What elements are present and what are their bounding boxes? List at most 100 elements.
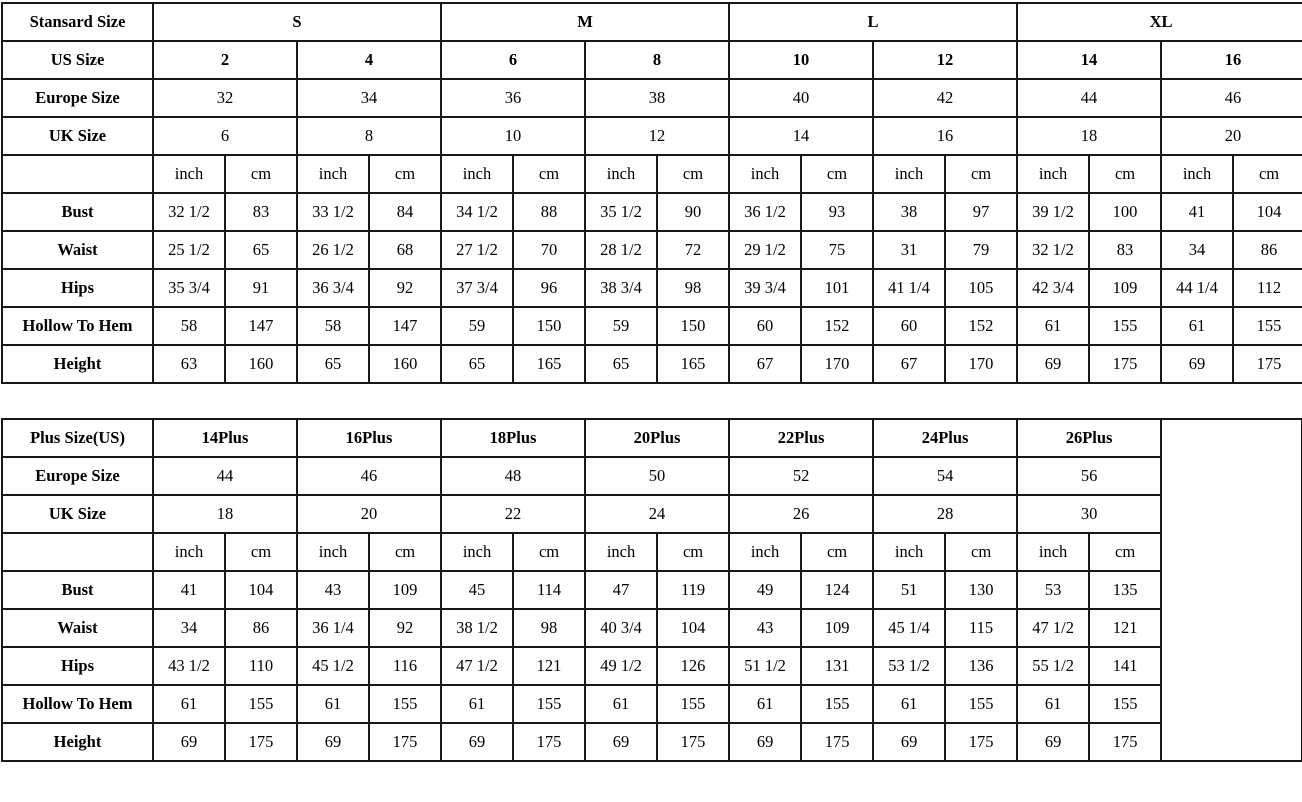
measure-cell: 91 <box>224 268 298 308</box>
unit-cell: cm <box>944 154 1019 194</box>
measure-cell: 65 <box>224 230 298 270</box>
measure-cell: 68 <box>368 230 442 270</box>
measure-cell: 104 <box>656 608 731 648</box>
measure-cell: 175 <box>1232 344 1302 384</box>
row-label: Bust <box>1 570 154 610</box>
size-header-cell: 22Plus <box>728 418 875 458</box>
measure-cell: 34 1/2 <box>440 192 514 232</box>
plain-header-cell: 38 <box>583 78 731 118</box>
unit-cell: cm <box>655 154 731 194</box>
size-header-cell: S <box>152 2 442 42</box>
unit-cell: cm <box>224 154 298 194</box>
plain-header-cell: 32 <box>152 78 298 118</box>
measure-cell: 104 <box>223 570 299 610</box>
measure-cell: 45 <box>440 570 515 610</box>
measure-cell: 41 <box>1160 192 1235 232</box>
measure-cell: 38 <box>872 192 947 232</box>
measure-cell: 175 <box>1088 722 1163 762</box>
table-row: Height 69 175 69 175 69 175 69 175 69 175 69 175 69 17… <box>1 722 1302 762</box>
measure-cell: 98 <box>655 268 731 308</box>
plain-header-cell: 54 <box>872 456 1019 496</box>
measure-cell: 38 3/4 <box>584 268 658 308</box>
measure-cell: 65 <box>296 344 370 384</box>
measure-cell: 42 3/4 <box>1016 268 1091 308</box>
measure-cell: 115 <box>944 608 1019 648</box>
measure-cell: 147 <box>368 306 442 346</box>
unit-cell: cm <box>512 532 587 572</box>
measure-cell: 92 <box>368 608 443 648</box>
unit-cell: inch <box>1016 532 1091 572</box>
measure-cell: 116 <box>368 646 443 686</box>
table-row: Stansard Size S M L XL <box>1 2 1302 42</box>
size-header-cell: 20Plus <box>584 418 731 458</box>
size-header-cell: 8 <box>583 40 731 80</box>
plain-header-cell: 16 <box>872 116 1019 156</box>
measure-cell: 69 <box>1160 344 1235 384</box>
table-row: inch cm inch cm inch cm inch cm inch cm inch cm inch… <box>1 532 1302 572</box>
size-header-cell: 24Plus <box>872 418 1019 458</box>
size-header-cell: L <box>728 2 1019 42</box>
table-row: Hips 35 3/4 91 36 3/4 92 37 3/4 96 38 3/4 98 39 3… <box>1 268 1302 308</box>
measure-cell: 43 <box>296 570 371 610</box>
plain-header-cell: 14 <box>728 116 875 156</box>
table-row: Hips 43 1/2 110 45 1/2 116 47 1/2 121 49 1/2 126… <box>1 646 1302 686</box>
plus-size-table: Plus Size(US) 14Plus 16Plus 18Plus 20Plus 22P… <box>1 418 1302 762</box>
measure-cell: 32 1/2 <box>152 192 226 232</box>
row-label: Bust <box>1 192 154 232</box>
measure-cell: 60 <box>872 306 947 346</box>
measure-cell: 112 <box>1232 268 1302 308</box>
measure-cell: 36 1/4 <box>296 608 371 648</box>
size-header-cell: 6 <box>440 40 586 80</box>
measure-cell: 109 <box>800 608 875 648</box>
table-gap <box>1 384 1301 418</box>
table-row: Waist 34 86 36 1/4 92 38 1/2 98 40 3/4 104 43 109 4… <box>1 608 1302 648</box>
row-label: Europe Size <box>1 456 154 496</box>
plain-header-cell: 50 <box>584 456 731 496</box>
size-header-cell: 16 <box>1160 40 1302 80</box>
measure-cell: 104 <box>1232 192 1302 232</box>
measure-cell: 36 1/2 <box>728 192 803 232</box>
measure-cell: 93 <box>800 192 875 232</box>
plain-header-cell: 42 <box>872 78 1019 118</box>
measure-cell: 33 1/2 <box>296 192 370 232</box>
measure-cell: 69 <box>1016 344 1091 384</box>
measure-cell: 61 <box>152 684 226 724</box>
plain-header-cell: 36 <box>440 78 586 118</box>
measure-cell: 59 <box>584 306 658 346</box>
plain-header-cell: 46 <box>1160 78 1302 118</box>
measure-cell: 61 <box>1016 684 1091 724</box>
unit-cell: cm <box>512 154 586 194</box>
plain-header-cell: 12 <box>583 116 731 156</box>
plain-header-cell: 10 <box>440 116 586 156</box>
table-row: Hollow To Hem 61 155 61 155 61 155 61 155 61 155 61… <box>1 684 1302 724</box>
measure-cell: 29 1/2 <box>728 230 803 270</box>
table-row: Bust 41 104 43 109 45 114 47 119 49 124 51 130 53 135 <box>1 570 1302 610</box>
row-label: Height <box>1 722 154 762</box>
measure-cell: 41 1/4 <box>872 268 947 308</box>
measure-cell: 92 <box>368 268 442 308</box>
table-row: UK Size 6 8 10 12 14 16 18 20 <box>1 116 1302 156</box>
unit-cell: cm <box>1088 532 1163 572</box>
unit-cell: cm <box>800 532 875 572</box>
measure-cell: 96 <box>512 268 586 308</box>
measure-cell: 43 1/2 <box>152 646 226 686</box>
size-header-cell: 10 <box>728 40 875 80</box>
measure-cell: 41 <box>152 570 226 610</box>
measure-cell: 86 <box>1232 230 1302 270</box>
measure-cell: 175 <box>656 722 731 762</box>
measure-cell: 60 <box>728 306 803 346</box>
measure-cell: 109 <box>368 570 443 610</box>
measure-cell: 69 <box>728 722 803 762</box>
measure-cell: 130 <box>944 570 1019 610</box>
measure-cell: 35 3/4 <box>152 268 226 308</box>
measure-cell: 51 1/2 <box>728 646 803 686</box>
unit-cell: cm <box>656 532 731 572</box>
plain-header-cell: 26 <box>728 494 875 534</box>
size-header-cell: 14Plus <box>151 418 299 458</box>
plain-header-cell: 40 <box>728 78 875 118</box>
row-label: Waist <box>1 608 154 648</box>
measure-cell: 67 <box>728 344 803 384</box>
measure-cell: 69 <box>152 722 226 762</box>
measure-cell: 44 1/4 <box>1160 268 1235 308</box>
table-row: Waist 25 1/2 65 26 1/2 68 27 1/2 70 28 1/2 72 29 … <box>1 230 1302 270</box>
